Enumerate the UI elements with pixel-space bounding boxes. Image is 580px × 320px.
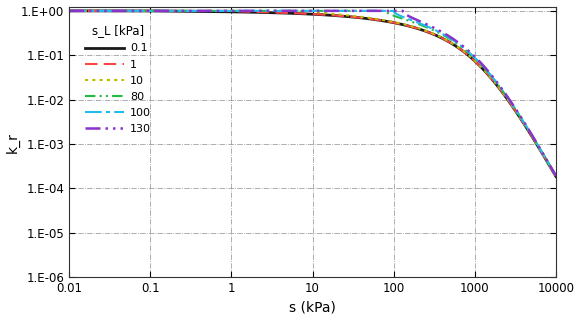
100 xyxy=(513,109,520,113)
80 xyxy=(538,148,545,152)
Line: 80: 80 xyxy=(69,11,556,176)
100 xyxy=(553,174,560,178)
0.1 xyxy=(513,111,520,115)
Line: 0.1: 0.1 xyxy=(69,11,556,177)
1 xyxy=(513,111,520,115)
0.1 xyxy=(538,149,545,153)
Line: 100: 100 xyxy=(69,11,556,176)
Line: 10: 10 xyxy=(69,11,556,177)
130 xyxy=(553,174,560,178)
10 xyxy=(553,175,560,179)
Y-axis label: k_r: k_r xyxy=(6,132,20,153)
0.1 xyxy=(553,175,560,179)
100 xyxy=(419,23,426,27)
130 xyxy=(419,21,426,25)
10 xyxy=(297,9,304,13)
1 xyxy=(553,175,560,179)
80 xyxy=(553,174,560,178)
X-axis label: s (kPa): s (kPa) xyxy=(289,300,336,315)
0.1 xyxy=(66,9,72,13)
130 xyxy=(274,9,281,13)
80 xyxy=(270,9,277,13)
130 xyxy=(66,9,72,13)
Line: 1: 1 xyxy=(69,11,556,177)
10 xyxy=(274,9,281,13)
80 xyxy=(419,24,426,28)
0.1 xyxy=(274,11,281,15)
1 xyxy=(270,11,277,14)
0.1 xyxy=(297,12,304,16)
130 xyxy=(297,9,304,13)
80 xyxy=(66,9,72,13)
80 xyxy=(297,9,304,13)
1 xyxy=(66,9,72,13)
1 xyxy=(274,11,281,14)
130 xyxy=(513,109,520,113)
10 xyxy=(270,9,277,13)
100 xyxy=(66,9,72,13)
100 xyxy=(274,9,281,13)
130 xyxy=(270,9,277,13)
130 xyxy=(538,148,545,152)
1 xyxy=(538,149,545,153)
80 xyxy=(513,109,520,113)
0.1 xyxy=(270,11,277,15)
10 xyxy=(66,9,72,13)
100 xyxy=(538,148,545,152)
1 xyxy=(297,12,304,15)
10 xyxy=(513,111,520,115)
100 xyxy=(297,9,304,13)
10 xyxy=(538,149,545,153)
100 xyxy=(270,9,277,13)
0.1 xyxy=(419,28,426,32)
Legend: 0.1, 1, 10, 80, 100, 130: 0.1, 1, 10, 80, 100, 130 xyxy=(82,21,154,137)
10 xyxy=(419,28,426,32)
Line: 130: 130 xyxy=(69,11,556,176)
80 xyxy=(274,9,281,13)
1 xyxy=(419,28,426,32)
